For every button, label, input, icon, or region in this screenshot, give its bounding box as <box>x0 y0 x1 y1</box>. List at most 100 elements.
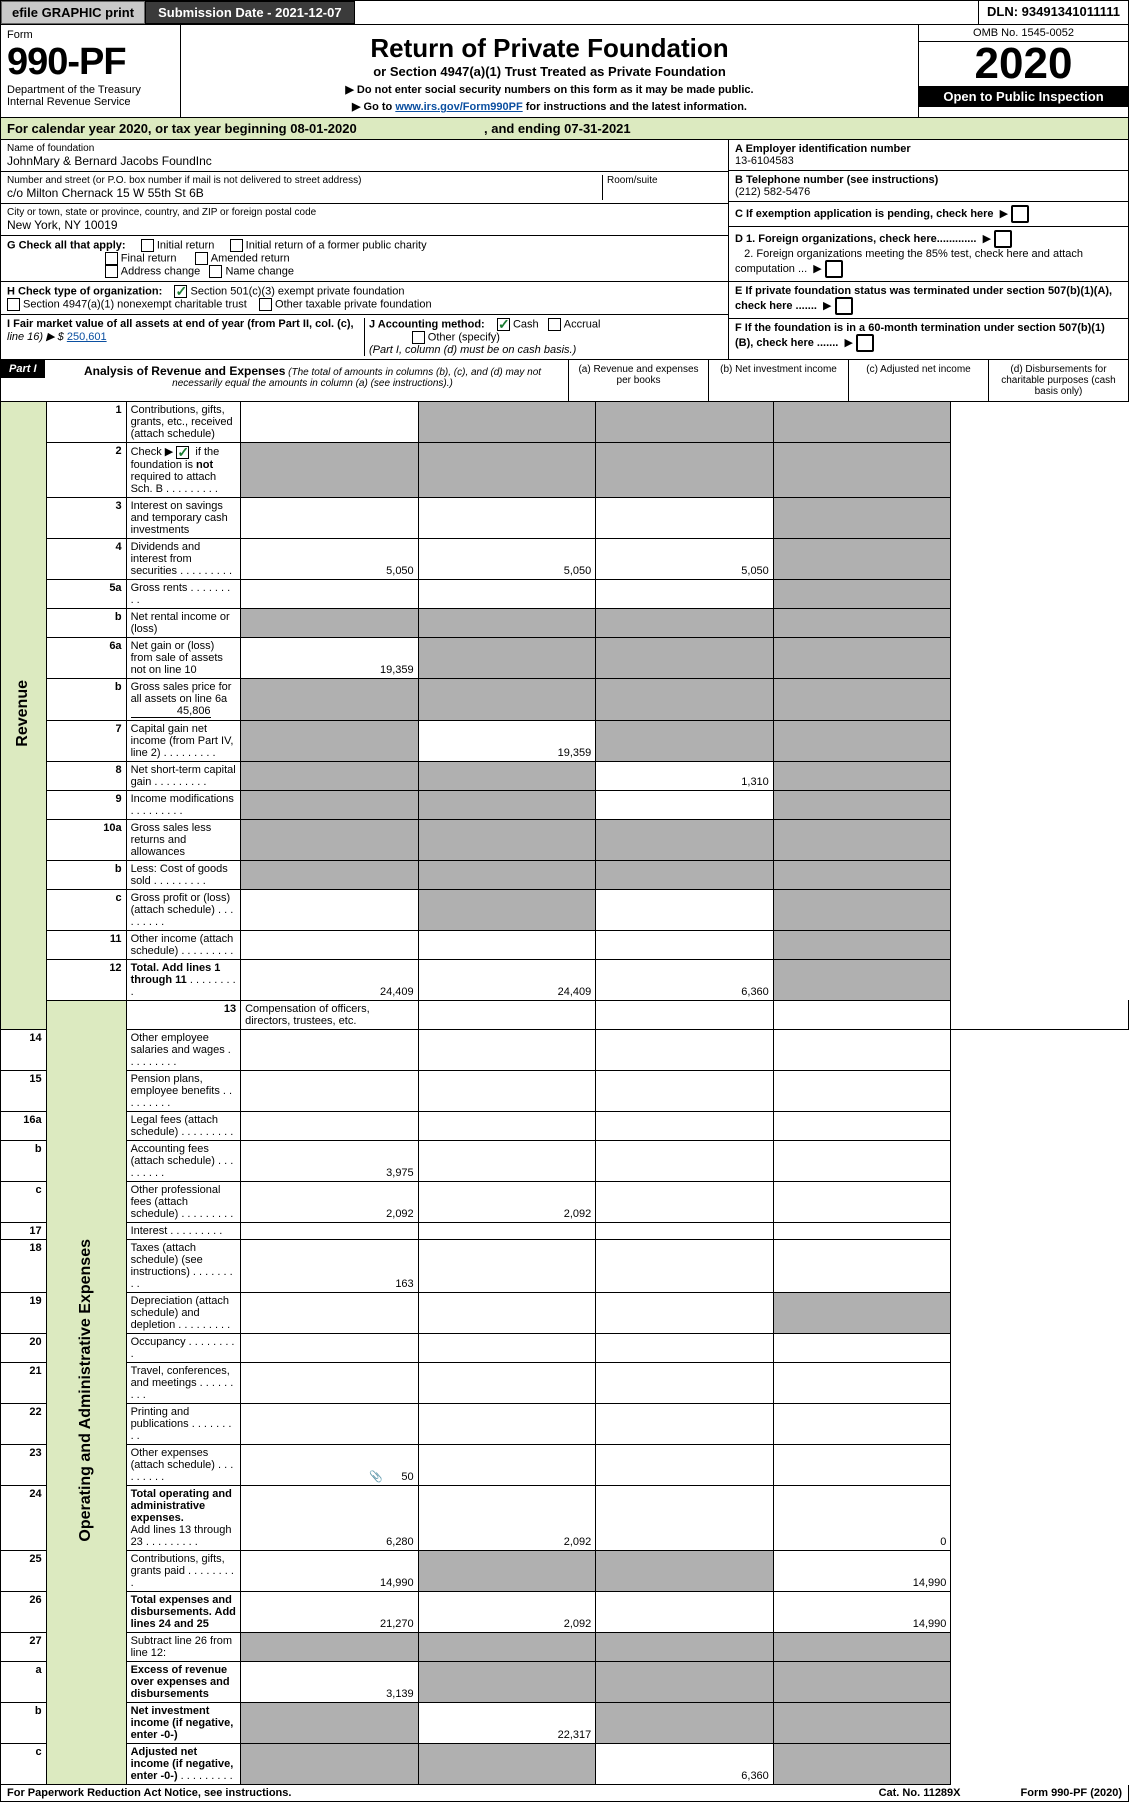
city-label: City or town, state or province, country… <box>7 207 722 218</box>
note-2-pre: ▶ Go to <box>352 101 395 113</box>
d1-label: D 1. Foreign organizations, check here..… <box>735 233 976 245</box>
r13: Compensation of officers, directors, tru… <box>241 1000 419 1029</box>
r27a: Excess of revenue over expenses and disb… <box>126 1661 241 1702</box>
d2-checkbox[interactable] <box>825 260 843 278</box>
accrual-checkbox[interactable] <box>548 318 561 331</box>
footer-right: Form 990-PF (2020) <box>1021 1787 1122 1799</box>
room-label: Room/suite <box>607 175 722 186</box>
r18: Taxes (attach schedule) (see instruction… <box>126 1239 241 1292</box>
initial-return-checkbox[interactable] <box>141 239 154 252</box>
org-info-block: Name of foundation JohnMary & Bernard Ja… <box>0 140 1129 360</box>
r22: Printing and publications <box>126 1403 241 1444</box>
g-cell: G Check all that apply: Initial return I… <box>1 236 728 282</box>
table-row: 25Contributions, gifts, grants paid 14,9… <box>1 1550 1129 1591</box>
form-number: 990-PF <box>7 41 174 84</box>
r12a: 24,409 <box>241 959 419 1000</box>
f-label: F If the foundation is in a 60-month ter… <box>735 322 1105 349</box>
table-row: cAdjusted net income (if negative, enter… <box>1 1743 1129 1784</box>
r4b: 5,050 <box>418 538 596 579</box>
r4c: 5,050 <box>596 538 774 579</box>
r16b: Accounting fees (attach schedule) <box>126 1140 241 1181</box>
4947-checkbox[interactable] <box>7 298 20 311</box>
address-change-checkbox[interactable] <box>105 265 118 278</box>
amended-return-checkbox[interactable] <box>195 252 208 265</box>
table-row: 14Other employee salaries and wages <box>1 1029 1129 1070</box>
r26b: 2,092 <box>418 1591 596 1632</box>
h-opt-1: Section 501(c)(3) exempt private foundat… <box>190 285 404 297</box>
table-row: 3Interest on savings and temporary cash … <box>1 497 1129 538</box>
table-row: 2Check ▶ if the foundation is not requir… <box>1 443 1129 498</box>
r4a: 5,050 <box>241 538 419 579</box>
r7: Capital gain net income (from Part IV, l… <box>126 720 241 761</box>
r20: Occupancy <box>126 1333 241 1362</box>
foundation-name: JohnMary & Bernard Jacobs FoundInc <box>7 154 722 168</box>
r26a: 21,270 <box>241 1591 419 1632</box>
table-row: cGross profit or (loss) (attach schedule… <box>1 889 1129 930</box>
cash-checkbox[interactable] <box>497 318 510 331</box>
r14: Other employee salaries and wages <box>126 1029 241 1070</box>
other-method-checkbox[interactable] <box>412 331 425 344</box>
h-cell: H Check type of organization: Section 50… <box>1 282 728 315</box>
j-label: J Accounting method: <box>369 318 485 330</box>
sch-b-checkbox[interactable] <box>176 446 189 459</box>
expenses-label: Operating and Administrative Expenses <box>77 1239 95 1542</box>
former-public-checkbox[interactable] <box>230 239 243 252</box>
g-opt-0: Initial return <box>157 239 214 251</box>
r16a: Legal fees (attach schedule) <box>126 1111 241 1140</box>
c-checkbox[interactable] <box>1011 205 1029 223</box>
part-cell: Part I <box>1 360 57 401</box>
r6b: Gross sales price for all assets on line… <box>126 678 241 720</box>
top-bar: efile GRAPHIC print Submission Date - 20… <box>0 0 1129 25</box>
table-row: bLess: Cost of goods sold <box>1 860 1129 889</box>
body-table: Revenue 1Contributions, gifts, grants, e… <box>0 402 1129 1785</box>
city-value: New York, NY 10019 <box>7 218 722 232</box>
table-row: 15Pension plans, employee benefits <box>1 1070 1129 1111</box>
d1-checkbox[interactable] <box>994 230 1012 248</box>
fmv-link[interactable]: 250,601 <box>67 331 107 343</box>
r16ca: 2,092 <box>241 1181 419 1222</box>
table-row: 12Total. Add lines 1 through 11 24,40924… <box>1 959 1129 1000</box>
attach-icon[interactable]: 📎 <box>369 1471 383 1483</box>
cal-mid: , and ending 07-31-2021 <box>484 121 631 136</box>
other-taxable-checkbox[interactable] <box>259 298 272 311</box>
table-row: 24Total operating and administrative exp… <box>1 1485 1129 1550</box>
title-column: Return of Private Foundation or Section … <box>181 25 918 117</box>
r21: Travel, conferences, and meetings <box>126 1362 241 1403</box>
r10c: Gross profit or (loss) (attach schedule) <box>126 889 241 930</box>
ein-value: 13-6104583 <box>735 155 794 167</box>
name-cell: Name of foundation JohnMary & Bernard Ja… <box>1 140 728 172</box>
r10a: Gross sales less returns and allowances <box>126 819 241 860</box>
r26d: 14,990 <box>773 1591 951 1632</box>
cal-pre: For calendar year 2020, or tax year begi… <box>7 121 357 136</box>
table-row: cOther professional fees (attach schedul… <box>1 1181 1129 1222</box>
efile-print-button[interactable]: efile GRAPHIC print <box>1 1 145 24</box>
table-row: 11Other income (attach schedule) <box>1 930 1129 959</box>
instructions-link[interactable]: www.irs.gov/Form990PF <box>395 101 522 113</box>
r16ba: 3,975 <box>241 1140 419 1181</box>
g-opt-5: Name change <box>225 265 294 277</box>
r6a: Net gain or (loss) from sale of assets n… <box>126 637 241 678</box>
info-right: A Employer identification number 13-6104… <box>728 140 1128 359</box>
r27aa: 3,139 <box>241 1661 419 1702</box>
e-checkbox[interactable] <box>835 297 853 315</box>
b-label: B Telephone number (see instructions) <box>735 174 938 186</box>
table-row: 7Capital gain net income (from Part IV, … <box>1 720 1129 761</box>
h-opt-3: Other taxable private foundation <box>275 298 432 310</box>
name-change-checkbox[interactable] <box>209 265 222 278</box>
f-checkbox[interactable] <box>856 334 874 352</box>
r27cc: 6,360 <box>596 1743 774 1784</box>
r26: Total expenses and disbursements. Add li… <box>126 1591 241 1632</box>
year-column: OMB No. 1545-0052 2020 Open to Public In… <box>918 25 1128 117</box>
final-return-checkbox[interactable] <box>105 252 118 265</box>
form-title: Return of Private Foundation <box>189 33 910 64</box>
table-row: 22Printing and publications <box>1 1403 1129 1444</box>
h-opt-2: Section 4947(a)(1) nonexempt charitable … <box>23 298 247 310</box>
r27bb: 22,317 <box>418 1702 596 1743</box>
501c3-checkbox[interactable] <box>174 285 187 298</box>
table-row: 5aGross rents <box>1 579 1129 608</box>
r6aa: 19,359 <box>241 637 419 678</box>
r17: Interest <box>126 1222 241 1239</box>
tax-year: 2020 <box>919 42 1128 86</box>
table-row: aExcess of revenue over expenses and dis… <box>1 1661 1129 1702</box>
submission-date-button[interactable]: Submission Date - 2021-12-07 <box>145 1 355 24</box>
